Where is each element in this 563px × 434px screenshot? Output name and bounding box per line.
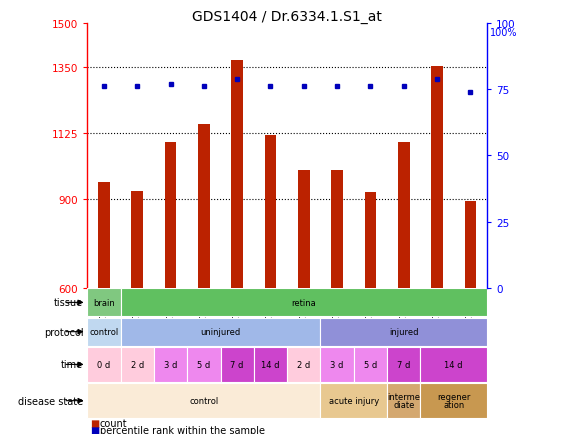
Text: 3 d: 3 d [330,360,344,369]
Text: tissue: tissue [54,298,83,308]
Text: regener
ation: regener ation [437,392,470,409]
Bar [120,318,320,346]
Text: control: control [90,327,119,336]
Text: control: control [189,396,218,405]
Bar [98,182,110,288]
Bar [365,193,376,288]
Bar [231,61,243,288]
Bar [331,171,343,288]
Bar [165,143,176,288]
Bar [398,143,409,288]
Bar [387,383,421,418]
Bar [421,383,487,418]
Bar [131,191,143,288]
Text: 3 d: 3 d [164,360,177,369]
Bar [87,318,120,346]
Text: retina: retina [292,298,316,307]
Text: disease state: disease state [18,396,83,406]
Bar [221,347,254,382]
Bar [287,347,320,382]
Text: ■: ■ [90,425,99,434]
Text: protocol: protocol [44,327,83,337]
Text: uninjured: uninjured [200,327,240,336]
Text: 2 d: 2 d [131,360,144,369]
Bar [120,347,154,382]
Text: 7 d: 7 d [397,360,410,369]
Text: brain: brain [93,298,115,307]
Bar [154,347,187,382]
Bar [187,347,221,382]
Bar [298,171,310,288]
Text: time: time [61,360,83,370]
Text: count: count [100,418,127,428]
Bar [354,347,387,382]
Text: 5 d: 5 d [364,360,377,369]
Text: 7 d: 7 d [230,360,244,369]
Text: 100%: 100% [490,28,517,38]
Bar [320,318,487,346]
Text: acute injury: acute injury [329,396,379,405]
Text: 0 d: 0 d [97,360,110,369]
Bar [265,135,276,288]
Bar [464,201,476,288]
Text: ■: ■ [90,418,99,428]
Bar [87,289,120,317]
Bar [421,347,487,382]
Title: GDS1404 / Dr.6334.1.S1_at: GDS1404 / Dr.6334.1.S1_at [192,10,382,24]
Text: injured: injured [389,327,418,336]
Bar [387,347,421,382]
Text: 5 d: 5 d [197,360,211,369]
Text: 2 d: 2 d [297,360,310,369]
Text: interme
diate: interme diate [387,392,420,409]
Bar [431,66,443,288]
Bar [198,125,209,288]
Text: 14 d: 14 d [261,360,280,369]
Bar [87,383,320,418]
Text: 14 d: 14 d [444,360,463,369]
Bar [254,347,287,382]
Bar [320,383,387,418]
Text: percentile rank within the sample: percentile rank within the sample [100,425,265,434]
Bar [87,347,120,382]
Bar [320,347,354,382]
